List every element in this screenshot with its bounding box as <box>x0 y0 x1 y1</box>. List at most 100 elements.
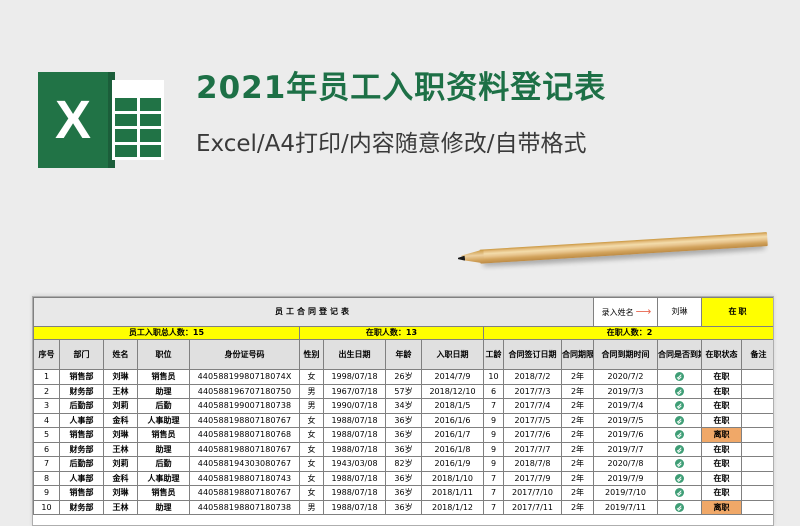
cell-remark <box>741 369 773 385</box>
cell-seniority: 7 <box>483 485 504 501</box>
table-row[interactable]: 9 销售部 刘琳 销售员 440588198807180767 女 1988/07/18 36… <box>33 485 773 501</box>
cell-id: 440588198807180767 <box>189 485 300 501</box>
cell-seniority: 6 <box>483 383 504 399</box>
cell-position: 销售员 <box>137 485 190 501</box>
cell-no: 4 <box>33 412 60 428</box>
cell-name: 金科 <box>103 470 138 486</box>
cell-dept: 销售部 <box>59 427 104 443</box>
cell-expire-date: 2020/7/2 <box>593 369 658 385</box>
cell-dept: 财务部 <box>59 441 104 457</box>
cell-name: 刘琳 <box>103 485 138 501</box>
col-name[interactable]: 姓名 <box>103 339 138 370</box>
table-row[interactable]: 1 销售部 刘琳 销售员 44058819980718074X 女 1998/07/18 26… <box>33 369 773 385</box>
cell-term: 2年 <box>561 456 594 472</box>
entry-name-value[interactable]: 刘琳 <box>657 297 702 327</box>
cell-remark <box>741 412 773 428</box>
table-row[interactable]: 8 人事部 金科 人事助理 440588198807180743 女 1988/07/18 3… <box>33 470 773 486</box>
cell-remark <box>741 499 773 515</box>
col-dept[interactable]: 部门 <box>59 339 104 370</box>
cell-birthdate: 1988/07/18 <box>323 499 386 515</box>
cell-position: 人事助理 <box>137 412 190 428</box>
cell-term: 2年 <box>561 441 594 457</box>
cell-age: 36岁 <box>385 499 422 515</box>
check-circle-icon <box>657 427 702 443</box>
cell-remark <box>741 427 773 443</box>
cell-gender: 男 <box>299 499 324 515</box>
cell-hiredate: 2016/1/9 <box>421 456 484 472</box>
col-position[interactable]: 职位 <box>137 339 190 370</box>
cell-seniority: 7 <box>483 398 504 414</box>
col-contract-term[interactable]: 合同期限 <box>561 339 594 370</box>
cell-birthdate: 1988/07/18 <box>323 441 386 457</box>
status-badge: 在职 <box>701 383 742 399</box>
table-row[interactable]: 5 销售部 刘琳 销售员 440588198807180768 女 1988/07/18 36… <box>33 427 773 443</box>
cell-birthdate: 1988/07/18 <box>323 470 386 486</box>
cell-position: 助理 <box>137 441 190 457</box>
status-badge: 离职 <box>701 499 742 515</box>
cell-hiredate: 2018/1/10 <box>421 470 484 486</box>
cell-dept: 后勤部 <box>59 398 104 414</box>
col-contract-expire-date[interactable]: 合同到期时间 <box>593 339 658 370</box>
col-id-number[interactable]: 身份证号码 <box>189 339 300 370</box>
cell-remark <box>741 470 773 486</box>
cell-position: 销售员 <box>137 427 190 443</box>
cell-term: 2年 <box>561 499 594 515</box>
cell-sign-date: 2017/7/10 <box>503 485 562 501</box>
cell-age: 26岁 <box>385 369 422 385</box>
table-row[interactable]: 10 财务部 王林 助理 440588198807180738 男 1988/07/18 36… <box>33 499 773 515</box>
cell-gender: 女 <box>299 369 324 385</box>
col-birthdate[interactable]: 出生日期 <box>323 339 386 370</box>
col-no[interactable]: 序号 <box>33 339 60 370</box>
col-gender[interactable]: 性别 <box>299 339 324 370</box>
cell-term: 2年 <box>561 398 594 414</box>
col-age[interactable]: 年龄 <box>385 339 422 370</box>
cell-hiredate: 2016/1/8 <box>421 441 484 457</box>
check-circle-icon <box>657 398 702 414</box>
entry-name-label: 录入姓名 ⟶ <box>593 297 658 327</box>
cell-id: 440588198807180767 <box>189 441 300 457</box>
cell-gender: 男 <box>299 398 324 414</box>
cell-birthdate: 1988/07/18 <box>323 485 386 501</box>
cell-expire-date: 2019/7/6 <box>593 427 658 443</box>
col-contract-expired[interactable]: 合同是否到期 <box>657 339 702 370</box>
cell-dept: 人事部 <box>59 412 104 428</box>
cell-sign-date: 2017/7/6 <box>503 427 562 443</box>
cell-name: 王林 <box>103 499 138 515</box>
cell-hiredate: 2018/1/5 <box>421 398 484 414</box>
cell-gender: 女 <box>299 441 324 457</box>
cell-remark <box>741 485 773 501</box>
cell-remark <box>741 456 773 472</box>
cell-seniority: 10 <box>483 369 504 385</box>
col-remark[interactable]: 备注 <box>741 339 773 370</box>
summary-total: 员工入职总人数：15 <box>33 326 300 340</box>
cell-name: 王林 <box>103 383 138 399</box>
table-row[interactable]: 6 财务部 王林 助理 440588198807180767 女 1988/07/18 36岁… <box>33 441 773 457</box>
banner-title: 2021年员工入职资料登记表 <box>196 70 607 106</box>
cell-seniority: 9 <box>483 456 504 472</box>
cell-remark <box>741 398 773 414</box>
check-circle-icon <box>657 485 702 501</box>
table-row[interactable]: 4 人事部 金科 人事助理 440588198807180767 女 1988/07/18 3… <box>33 412 773 428</box>
table-row[interactable]: 2 财务部 王林 助理 440588196707180750 男 1967/07/18 57岁… <box>33 383 773 399</box>
table-row[interactable]: 7 后勤部 刘莉 后勤 440588194303080767 女 1943/03/08 82岁… <box>33 456 773 472</box>
banner-text-block: 2021年员工入职资料登记表 Excel/A4打印/内容随意修改/自带格式 <box>196 66 796 164</box>
cell-name: 刘琳 <box>103 427 138 443</box>
cell-hiredate: 2018/1/11 <box>421 485 484 501</box>
cell-no: 10 <box>33 499 60 515</box>
status-badge: 在职 <box>701 470 742 486</box>
cell-no: 2 <box>33 383 60 399</box>
cell-name: 刘琳 <box>103 369 138 385</box>
col-seniority[interactable]: 工龄 <box>483 339 504 370</box>
cell-no: 8 <box>33 470 60 486</box>
col-contract-sign-date[interactable]: 合同签订日期 <box>503 339 562 370</box>
cell-expire-date: 2019/7/11 <box>593 499 658 515</box>
col-hiredate[interactable]: 入职日期 <box>421 339 484 370</box>
cell-position: 助理 <box>137 383 190 399</box>
cell-term: 2年 <box>561 470 594 486</box>
table-row[interactable]: 3 后勤部 刘莉 后勤 440588199007180738 男 1990/07/18 34岁… <box>33 398 773 414</box>
excel-logo-grid <box>112 80 164 160</box>
cell-age: 36岁 <box>385 412 422 428</box>
col-employment-status[interactable]: 在职状态 <box>701 339 742 370</box>
spreadsheet-preview[interactable]: 员工合同登记表 录入姓名 ⟶ 刘琳 在职 员工入职总人数：15 在职人数：13 在… <box>32 296 774 526</box>
summary-row: 员工入职总人数：15 在职人数：13 在职人数：2 <box>33 326 773 340</box>
